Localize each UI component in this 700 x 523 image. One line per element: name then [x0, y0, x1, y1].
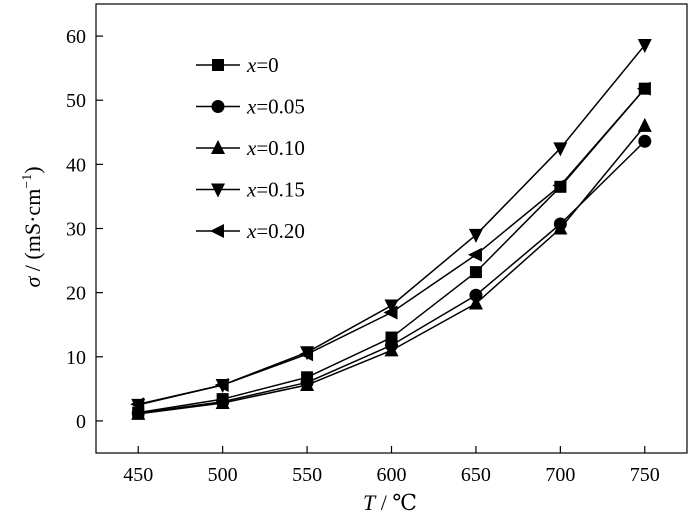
legend-marker [211, 100, 225, 113]
y-tick-label: 50 [66, 90, 86, 112]
x-tick-label: 550 [292, 464, 322, 486]
data-point [215, 394, 230, 409]
y-tick-label: 10 [66, 347, 86, 369]
data-point [552, 178, 567, 193]
y-axis-label: σ / (mS·cm−1) [20, 166, 45, 287]
data-point [384, 299, 399, 314]
data-point [637, 117, 652, 132]
series-1 [131, 134, 652, 420]
series-layer [130, 39, 652, 420]
series-line [138, 125, 646, 415]
series-4 [130, 81, 651, 412]
data-point [638, 134, 652, 148]
plot-area [95, 3, 688, 454]
x-tick-label: 450 [123, 464, 153, 486]
data-point [553, 142, 568, 157]
x-tick-label: 600 [377, 464, 407, 486]
legend-label: x=0.15 [246, 178, 305, 202]
data-point [637, 39, 652, 54]
series-line [138, 140, 646, 414]
legend-item-1: x=0.05 [196, 95, 305, 119]
data-point [299, 347, 314, 362]
x-tick-label: 500 [208, 464, 238, 486]
x-axis-label: T / ℃ [363, 490, 417, 515]
legend-marker [211, 140, 225, 154]
x-tick-label: 750 [630, 464, 660, 486]
y-tick-label: 40 [66, 154, 86, 176]
data-point [130, 397, 145, 412]
legend-label: x=0.20 [246, 219, 305, 243]
data-point [300, 377, 315, 392]
legend: x=0 x=0.05 x=0.10 x=0.15 x=0.20 [196, 53, 305, 243]
data-point [383, 305, 398, 320]
legend-item-2: x=0.10 [196, 136, 305, 160]
x-tick-label: 650 [461, 464, 491, 486]
series-3 [131, 39, 652, 413]
data-point [467, 247, 482, 262]
tick-layer: 450 500 550 600 650 700 750 0 10 20 30 40 50 60 [66, 26, 660, 486]
data-point [214, 378, 229, 393]
data-point [469, 288, 483, 302]
data-point [636, 81, 651, 96]
legend-marker [210, 224, 224, 238]
data-point [384, 342, 399, 357]
legend-item-3: x=0.15 [196, 178, 305, 202]
data-point [469, 266, 482, 279]
legend-label: x=0.10 [246, 136, 305, 160]
x-tick-label: 700 [545, 464, 575, 486]
y-tick-label: 20 [66, 283, 86, 305]
legend-item-0: x=0 [196, 53, 279, 77]
y-tick-label: 60 [66, 26, 86, 48]
legend-label: x=0.05 [246, 95, 305, 119]
plot-frame [95, 3, 688, 454]
legend-marker [212, 59, 224, 71]
data-point [468, 295, 483, 310]
series-2 [131, 117, 652, 420]
series-line [138, 88, 646, 405]
legend-label: x=0 [246, 53, 279, 77]
legend-item-4: x=0.20 [196, 219, 305, 243]
y-tick-label: 30 [66, 219, 86, 241]
data-point [553, 220, 568, 235]
legend-marker [211, 183, 225, 198]
y-tick-label: 0 [76, 411, 86, 433]
data-point [468, 228, 483, 243]
